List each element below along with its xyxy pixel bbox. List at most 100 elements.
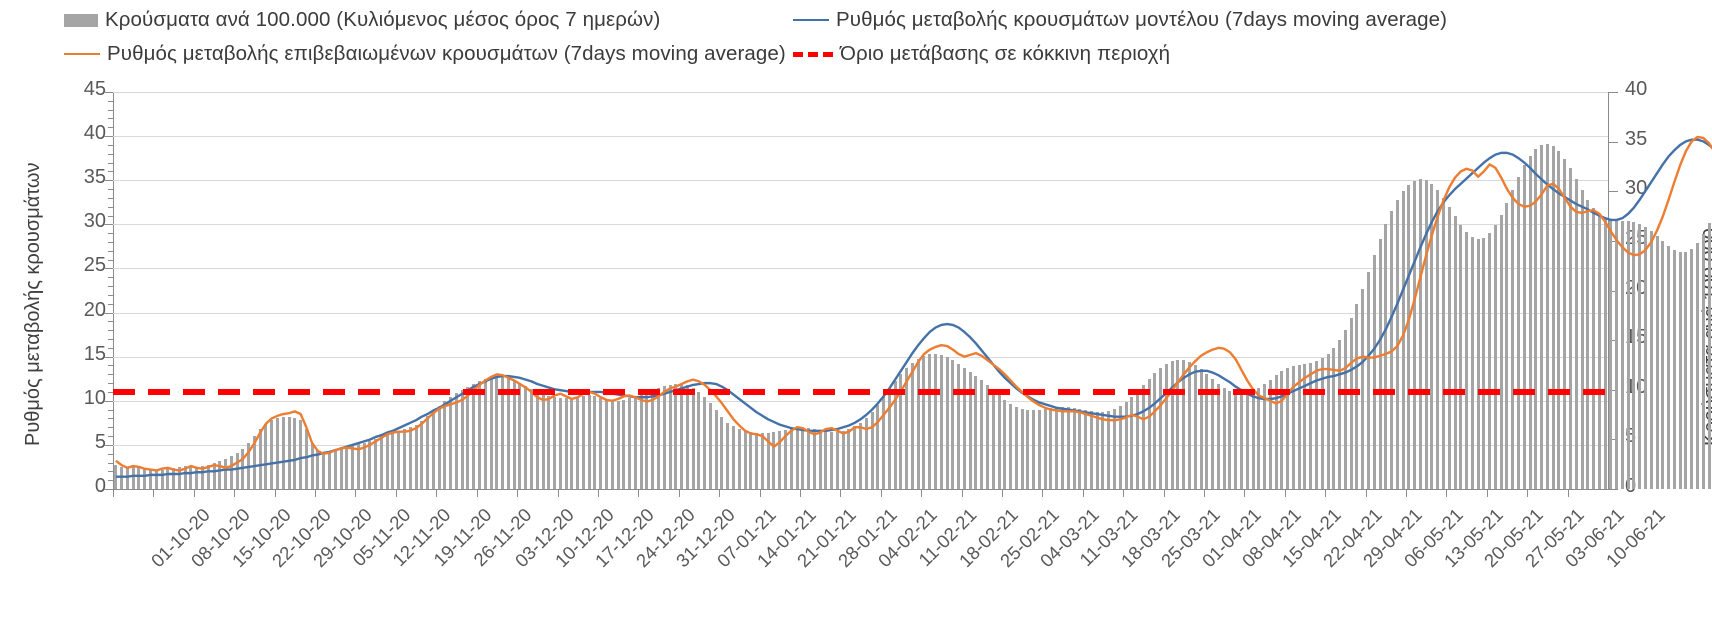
bar xyxy=(1147,378,1151,489)
bar xyxy=(547,395,551,489)
bar xyxy=(327,451,331,489)
bar xyxy=(1176,359,1180,489)
x-axis-tickmark xyxy=(719,490,721,497)
bar xyxy=(1488,232,1492,489)
bar xyxy=(755,433,759,489)
bar xyxy=(1482,237,1486,489)
bar xyxy=(1424,180,1428,489)
bar xyxy=(437,405,441,489)
gridline xyxy=(113,224,1608,226)
bar xyxy=(928,354,932,489)
bar xyxy=(599,397,603,489)
bar xyxy=(143,468,147,489)
bar xyxy=(628,397,632,489)
bar xyxy=(1430,184,1434,489)
bar xyxy=(622,399,626,489)
bar xyxy=(1465,231,1469,489)
bar xyxy=(1107,410,1111,489)
bar xyxy=(760,433,764,489)
bar xyxy=(610,400,614,489)
y-axis-left-minor-tickmark xyxy=(108,118,113,120)
bar xyxy=(934,354,938,489)
bar xyxy=(593,395,597,489)
y-axis-right-tickmark xyxy=(1609,439,1618,441)
bar xyxy=(639,393,643,489)
bar xyxy=(1349,318,1353,489)
y-axis-left-minor-tickmark xyxy=(108,427,113,429)
y-axis-right-tickmark xyxy=(1609,389,1618,391)
bar xyxy=(1245,392,1249,489)
bar xyxy=(1361,288,1365,489)
bar xyxy=(1205,373,1209,489)
bar xyxy=(454,392,458,489)
bar xyxy=(968,371,972,489)
bar xyxy=(426,415,430,489)
line-swatch-blue-icon xyxy=(793,19,829,21)
y-axis-left-tickmark xyxy=(104,489,113,490)
legend-label-confirmed-rate: Ρυθμός μεταβολής επιβεβαιωμένων κρουσμάτ… xyxy=(107,42,786,65)
legend-item-red-threshold[interactable]: Όριο μετάβασης σε κόκκινη περιοχή xyxy=(793,42,1170,66)
bar xyxy=(1528,155,1532,489)
bar xyxy=(218,461,222,489)
bar xyxy=(408,427,412,489)
bar xyxy=(506,377,510,489)
legend-item-model-rate[interactable]: Ρυθμός μεταβολής κρουσμάτων μοντέλου (7d… xyxy=(793,8,1447,32)
bar xyxy=(778,431,782,489)
bar xyxy=(743,431,747,489)
bar xyxy=(154,470,158,489)
bar xyxy=(495,376,499,489)
x-axis-tickmark xyxy=(274,490,276,497)
bar xyxy=(1309,362,1313,489)
bar xyxy=(356,444,360,489)
bar xyxy=(397,431,401,489)
y-axis-right-tickmark xyxy=(1609,191,1618,193)
bar xyxy=(1020,408,1024,489)
x-axis-tickmark xyxy=(840,490,842,497)
y-axis-right-tickmark xyxy=(1609,240,1618,242)
x-axis-tickmark xyxy=(1527,490,1529,497)
x-axis-tickmark xyxy=(1163,490,1165,497)
bar xyxy=(1568,168,1572,489)
y-axis-right-tick-label: 30 xyxy=(1625,177,1648,200)
bar xyxy=(1580,190,1584,489)
line-confirmed-rate xyxy=(115,135,1712,472)
x-axis-tickmark xyxy=(638,490,640,497)
bar xyxy=(1188,361,1191,489)
y-axis-left-tick-label: 15 xyxy=(83,342,106,365)
bar xyxy=(431,410,435,489)
bar xyxy=(1216,383,1220,489)
bar xyxy=(1678,251,1682,489)
bar xyxy=(299,419,303,489)
bar xyxy=(304,429,308,489)
bar xyxy=(703,396,707,489)
y-axis-left-minor-tickmark xyxy=(108,109,113,111)
y-axis-right-tickmark xyxy=(1609,141,1618,143)
x-axis-tickmark xyxy=(1486,490,1488,497)
bar xyxy=(916,358,920,489)
bar xyxy=(1222,387,1226,489)
bar xyxy=(120,467,124,489)
bar xyxy=(1037,409,1041,489)
bar xyxy=(1493,225,1497,489)
bar xyxy=(189,467,193,489)
x-axis-tickmark xyxy=(799,490,801,497)
bar xyxy=(939,355,943,489)
y-axis-left-minor-tickmark xyxy=(108,383,113,385)
legend-item-confirmed-rate[interactable]: Ρυθμός μεταβολής επιβεβαιωμένων κρουσμάτ… xyxy=(64,42,786,66)
bar xyxy=(951,359,955,489)
dashed-line-swatch-red-icon xyxy=(793,51,833,57)
bar xyxy=(345,446,349,489)
bar xyxy=(876,404,880,489)
bar xyxy=(1234,392,1238,489)
bar xyxy=(859,422,862,489)
y-axis-left-minor-tickmark xyxy=(108,409,113,411)
y-axis-right-tickmark xyxy=(1609,340,1618,342)
bar xyxy=(1193,364,1197,489)
legend-item-cases-per-100k[interactable]: Κρούσματα ανά 100.000 (Κυλιόμενος μέσος … xyxy=(64,8,660,32)
bar xyxy=(1101,411,1105,489)
bar xyxy=(1649,230,1653,489)
bar xyxy=(674,383,678,489)
bar xyxy=(200,466,204,489)
bar xyxy=(1695,242,1699,489)
y-axis-left-minor-tickmark xyxy=(108,277,113,279)
